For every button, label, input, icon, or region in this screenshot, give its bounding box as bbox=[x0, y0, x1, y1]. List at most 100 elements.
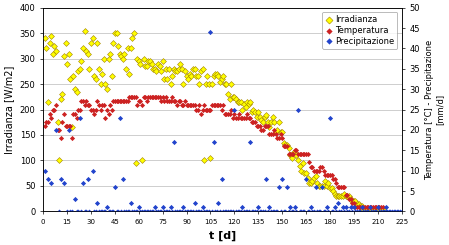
Precipitazione bbox=[48, 181, 55, 185]
Point bbox=[173, 209, 180, 213]
Precipitazione bbox=[366, 205, 374, 209]
Temperatura bbox=[253, 124, 260, 128]
Point bbox=[143, 209, 150, 213]
Precipitazione bbox=[65, 128, 72, 132]
Temperatura bbox=[143, 99, 150, 103]
Point bbox=[336, 209, 343, 213]
Temperatura bbox=[130, 95, 137, 99]
Temperatura bbox=[183, 103, 190, 107]
Irradianza bbox=[150, 67, 157, 71]
Point bbox=[274, 209, 281, 213]
Temperatura bbox=[84, 103, 92, 107]
Irradianza bbox=[313, 181, 321, 185]
Temperatura bbox=[350, 201, 357, 205]
Point bbox=[226, 209, 233, 213]
Temperatura bbox=[331, 177, 338, 181]
Irradianza bbox=[76, 67, 84, 71]
Irradianza bbox=[62, 41, 69, 45]
Temperatura bbox=[239, 116, 246, 120]
Temperatura bbox=[186, 103, 194, 107]
Temperatura bbox=[57, 136, 64, 140]
Point bbox=[398, 209, 405, 213]
Temperatura bbox=[313, 169, 321, 172]
Temperatura bbox=[167, 99, 174, 103]
Point bbox=[97, 209, 104, 213]
Precipitazione bbox=[89, 169, 96, 172]
Temperatura bbox=[114, 99, 122, 103]
Irradianza bbox=[291, 151, 299, 155]
Y-axis label: Irradianza [W/m2]: Irradianza [W/m2] bbox=[4, 65, 14, 154]
Point bbox=[243, 209, 251, 213]
Irradianza bbox=[121, 51, 128, 55]
Irradianza bbox=[306, 181, 313, 185]
Irradianza bbox=[370, 207, 377, 211]
Temperatura bbox=[204, 108, 211, 111]
Point bbox=[229, 209, 236, 213]
Temperatura bbox=[138, 103, 145, 107]
Temperatura bbox=[336, 185, 343, 189]
Irradianza bbox=[282, 143, 289, 147]
Irradianza bbox=[353, 202, 361, 206]
Point bbox=[310, 209, 317, 213]
Precipitazione bbox=[295, 108, 302, 111]
Irradianza bbox=[207, 156, 214, 160]
Temperatura bbox=[166, 99, 173, 103]
Temperatura bbox=[318, 165, 326, 169]
Precipitazione bbox=[318, 185, 326, 189]
Point bbox=[181, 209, 189, 213]
Irradianza bbox=[78, 59, 85, 63]
Irradianza bbox=[175, 67, 182, 71]
Point bbox=[293, 209, 300, 213]
Point bbox=[370, 209, 377, 213]
Point bbox=[134, 209, 141, 213]
Temperatura bbox=[379, 205, 386, 209]
Temperatura bbox=[224, 112, 232, 116]
Irradianza bbox=[202, 82, 209, 86]
Point bbox=[385, 209, 392, 213]
Temperatura bbox=[46, 112, 53, 116]
Precipitazione bbox=[191, 201, 198, 205]
Irradianza bbox=[338, 194, 345, 198]
Temperatura bbox=[83, 99, 90, 103]
Precipitazione bbox=[331, 205, 338, 209]
Temperatura bbox=[215, 103, 222, 107]
Irradianza bbox=[224, 92, 232, 96]
Temperatura bbox=[100, 103, 107, 107]
Irradianza bbox=[309, 179, 316, 183]
Precipitazione bbox=[342, 205, 349, 209]
Point bbox=[164, 209, 171, 213]
Precipitazione bbox=[167, 205, 174, 209]
Point bbox=[148, 209, 155, 213]
Point bbox=[102, 209, 109, 213]
Point bbox=[360, 209, 367, 213]
Point bbox=[216, 209, 224, 213]
Temperatura bbox=[108, 108, 115, 111]
Temperatura bbox=[181, 99, 189, 103]
Irradianza bbox=[111, 31, 119, 35]
Temperatura bbox=[170, 99, 177, 103]
Point bbox=[64, 209, 71, 213]
Temperatura bbox=[358, 205, 365, 209]
Irradianza bbox=[352, 199, 359, 203]
Temperatura bbox=[91, 112, 98, 116]
Point bbox=[208, 209, 216, 213]
Point bbox=[202, 209, 209, 213]
Irradianza bbox=[216, 80, 224, 84]
Temperatura bbox=[210, 103, 217, 107]
Temperatura bbox=[202, 108, 209, 111]
Point bbox=[123, 209, 130, 213]
Point bbox=[388, 209, 396, 213]
Irradianza bbox=[371, 207, 378, 211]
Temperatura bbox=[233, 116, 240, 120]
Temperatura bbox=[345, 197, 352, 201]
Temperatura bbox=[371, 205, 378, 209]
Point bbox=[355, 209, 362, 213]
Temperatura bbox=[278, 136, 286, 140]
Irradianza bbox=[199, 67, 206, 71]
Temperatura bbox=[220, 103, 227, 107]
Point bbox=[384, 209, 391, 213]
Point bbox=[178, 209, 185, 213]
Irradianza bbox=[357, 204, 364, 208]
Temperatura bbox=[59, 120, 66, 124]
Irradianza bbox=[188, 74, 195, 78]
